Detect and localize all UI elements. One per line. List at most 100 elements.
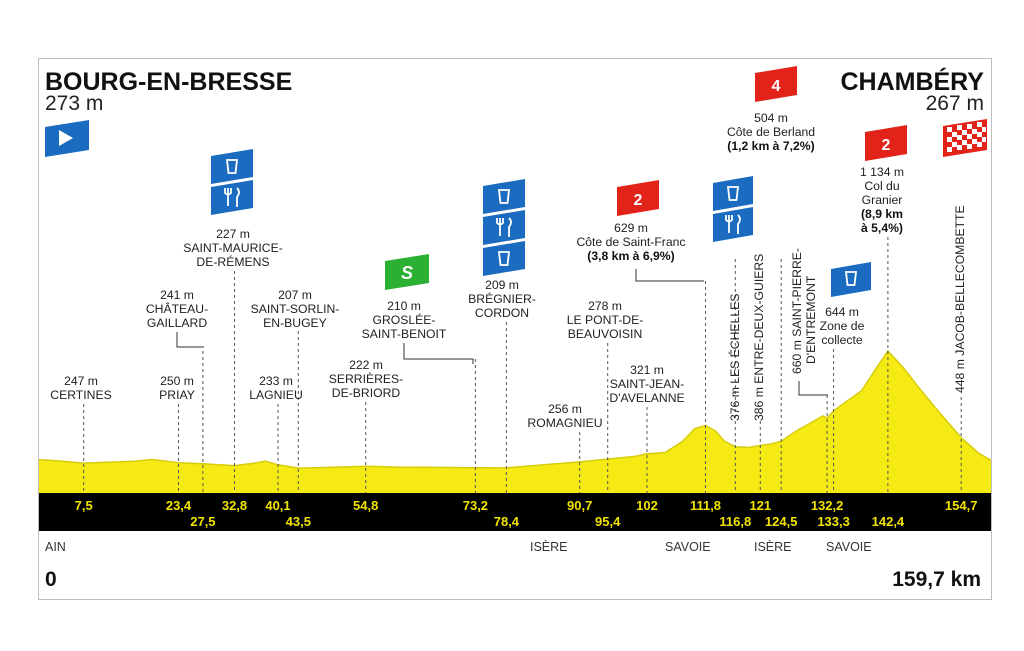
wp-stmaurice-name-2: DE-RÉMENS <box>196 254 269 269</box>
wp-stsorlin-name-2: EN-BUGEY <box>263 316 327 330</box>
wp-certines-alt: 247 m <box>64 374 98 388</box>
km-marker-label: 32,8 <box>222 498 247 513</box>
x-end-label: 159,7 km <box>892 568 981 591</box>
wp-stjean-alt: 321 m <box>630 363 664 377</box>
wp-stjean-name-2: D'AVELANNE <box>609 391 684 405</box>
wp-entredeux: 386 m ENTRE-DEUX-GUIERS <box>752 254 766 421</box>
wp-serrieres-name-1: SERRIÈRES- <box>329 371 404 386</box>
water-icon <box>483 179 525 214</box>
km-marker-label: 7,5 <box>75 498 93 513</box>
climb-berland-cat: 4 <box>772 78 781 95</box>
x-start-label: 0 <box>45 568 57 591</box>
wp-stpierre-1: 660 m SAINT-PIERRE- <box>790 248 804 374</box>
label-connectors <box>176 269 828 396</box>
wp-granier-name-1: Col du <box>864 179 899 193</box>
climb-granier-cat: 2 <box>882 137 891 154</box>
wp-jacob: 448 m JACOB-BELLECOMBETTE <box>953 205 967 393</box>
km-marker-label: 90,7 <box>567 498 592 513</box>
km-marker-label: 73,2 <box>463 498 488 513</box>
stage-profile-chart: BOURG-EN-BRESSE 273 m CHAMBÉRY 267 m 7,5… <box>38 66 992 591</box>
wp-certines-name: CERTINES <box>50 388 111 402</box>
km-marker-label: 54,8 <box>353 498 378 513</box>
km-marker-label: 27,5 <box>190 514 215 529</box>
start-flag-icon <box>45 120 89 157</box>
km-marker-label: 95,4 <box>595 514 621 529</box>
feed-zone-icon <box>483 210 525 245</box>
wp-stfranc-alt: 629 m <box>614 221 648 235</box>
wp-stmaurice-name-1: SAINT-MAURICE- <box>183 241 283 255</box>
region-isere-2: ISÈRE <box>754 539 792 554</box>
climb-stfranc-cat: 2 <box>634 192 643 209</box>
wp-collecte-alt: 644 m <box>825 305 859 319</box>
wp-echelles: 376 m LES ÉCHELLES <box>727 294 742 421</box>
km-marker-label: 111,8 <box>690 498 721 513</box>
wp-serrieres-name-2: DE-BRIORD <box>332 386 401 400</box>
water-icon <box>483 241 525 276</box>
start-altitude: 273 m <box>45 92 103 115</box>
wp-stfranc-stats: (3,8 km à 6,9%) <box>587 249 674 263</box>
wp-stfranc-name: Côte de Saint-Franc <box>576 235 685 249</box>
wp-stpierre-2: D'ENTREMONT <box>804 275 818 364</box>
wp-stjean-name-1: SAINT-JEAN- <box>610 377 685 391</box>
collection-zone-icon <box>831 262 871 297</box>
climb-category-icon: 4 <box>755 66 797 102</box>
wp-priay-name: PRIAY <box>159 388 195 402</box>
wp-berland-stats: (1,2 km à 7,2%) <box>727 139 814 153</box>
region-savoie-2: SAVOIE <box>826 540 872 554</box>
wp-groslee-name-1: GROSLÉE- <box>373 312 436 327</box>
feed-zone-icon <box>211 180 253 215</box>
km-marker-label: 40,1 <box>265 498 290 513</box>
wp-granier-stats-2: à 5,4%) <box>861 221 903 235</box>
start-city: BOURG-EN-BRESSE <box>45 68 292 96</box>
km-marker-label: 23,4 <box>166 498 192 513</box>
region-savoie-1: SAVOIE <box>665 540 711 554</box>
stage-profile-frame: BOURG-EN-BRESSE 273 m CHAMBÉRY 267 m 7,5… <box>38 58 992 600</box>
wp-granier-stats-1: (8,9 km <box>861 207 903 221</box>
wp-berland-name: Côte de Berland <box>727 125 815 139</box>
km-marker-label: 116,8 <box>719 514 751 529</box>
wp-stsorlin-alt: 207 m <box>278 288 312 302</box>
wp-bregnier-alt: 209 m <box>485 278 519 292</box>
wp-granier-alt: 1 134 m <box>860 165 904 179</box>
km-band <box>39 493 991 531</box>
water-icon <box>713 176 753 211</box>
region-ain: AIN <box>45 540 66 554</box>
wp-stmaurice-alt: 227 m <box>216 227 250 241</box>
wp-granier-name-2: Granier <box>862 193 903 207</box>
km-marker-label: 121 <box>749 498 771 513</box>
wp-pontbeau-alt: 278 m <box>588 299 622 313</box>
wp-groslee-name-2: SAINT-BENOIT <box>362 327 447 341</box>
wp-groslee-alt: 210 m <box>387 299 421 313</box>
elevation-profile-area <box>39 351 991 493</box>
km-marker-label: 43,5 <box>286 514 311 529</box>
climb-category-icon: 2 <box>617 180 659 216</box>
wp-chateau-name-1: CHÂTEAU- <box>146 301 208 316</box>
km-marker-label: 154,7 <box>945 498 978 513</box>
km-marker-label: 132,2 <box>811 498 844 513</box>
wp-romagnieu-name: ROMAGNIEU <box>527 416 602 430</box>
km-marker-label: 78,4 <box>494 514 520 529</box>
finish-altitude: 267 m <box>926 92 984 115</box>
wp-chateau-alt: 241 m <box>160 288 194 302</box>
sprint-label: S <box>401 263 413 283</box>
km-marker-label: 102 <box>636 498 658 513</box>
wp-collecte-name-2: collecte <box>821 333 863 347</box>
wp-lagnieu-name: LAGNIEU <box>249 388 303 402</box>
region-isere-1: ISÈRE <box>530 539 568 554</box>
wp-serrieres-alt: 222 m <box>349 358 383 372</box>
water-icon <box>211 149 253 184</box>
km-marker-label: 133,3 <box>817 514 850 529</box>
km-marker-label: 124,5 <box>765 514 798 529</box>
wp-pontbeau-name-1: LE PONT-DE- <box>567 313 644 327</box>
wp-pontbeau-name-2: BEAUVOISIN <box>568 327 643 341</box>
wp-bregnier-name-1: BRÉGNIER- <box>468 291 536 306</box>
wp-romagnieu-alt: 256 m <box>548 402 582 416</box>
intermediate-sprint-icon: S <box>385 254 429 290</box>
wp-collecte-name-1: Zone de <box>820 319 865 333</box>
elevation-profile-line <box>38 349 992 469</box>
wp-bregnier-name-2: CORDON <box>475 306 529 320</box>
km-marker-label: 142,4 <box>872 514 905 529</box>
climb-category-icon: 2 <box>865 125 907 161</box>
wp-stsorlin-name-1: SAINT-SORLIN- <box>251 302 340 316</box>
finish-city: CHAMBÉRY <box>840 67 984 96</box>
